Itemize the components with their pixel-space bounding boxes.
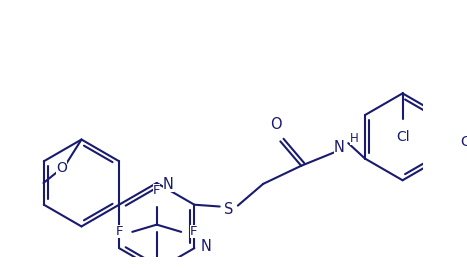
Text: N: N (201, 239, 212, 254)
Text: F: F (116, 225, 123, 238)
Text: O: O (56, 161, 67, 176)
Text: H: H (350, 132, 359, 145)
Text: Cl: Cl (396, 130, 410, 144)
Text: F: F (153, 184, 161, 197)
Text: Cl: Cl (460, 135, 467, 149)
Text: F: F (190, 225, 198, 238)
Text: S: S (224, 202, 234, 217)
Text: N: N (334, 140, 345, 155)
Text: O: O (270, 117, 282, 132)
Text: N: N (163, 177, 174, 192)
